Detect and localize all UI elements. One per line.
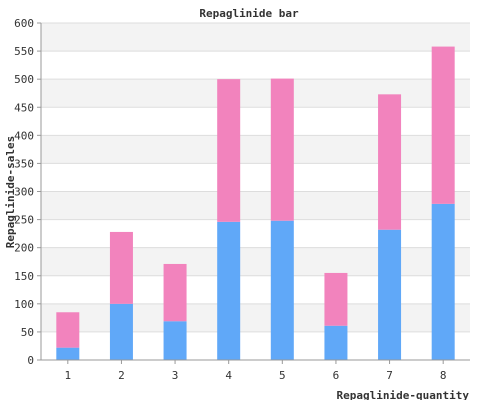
grid-band <box>41 23 470 52</box>
x-tick-label: 3 <box>172 369 179 382</box>
y-axis-label: Repaglinide-sales <box>4 136 17 249</box>
grid-band <box>41 79 470 108</box>
y-tick-label: 600 <box>14 17 34 30</box>
x-tick-labels: 1 2 3 4 5 6 7 8 <box>65 369 447 382</box>
y-tick-label: 350 <box>14 157 34 170</box>
x-tick-label: 6 <box>333 369 340 382</box>
bar-series2-3 <box>163 263 187 322</box>
bar-series1-8 <box>431 203 455 360</box>
y-tick-label: 300 <box>14 186 34 199</box>
bar-series2-1 <box>56 312 80 348</box>
bar-series1-3 <box>163 321 187 360</box>
bar-series2-8 <box>431 46 455 204</box>
y-tick-label: 250 <box>14 214 34 227</box>
bar-series2-5 <box>270 78 294 221</box>
bar-series1-7 <box>378 229 402 360</box>
bar-series1-5 <box>270 220 294 360</box>
x-tick-label: 8 <box>440 369 447 382</box>
y-tick-label: 400 <box>14 129 34 142</box>
y-tick-label: 200 <box>14 242 34 255</box>
axes <box>37 22 470 364</box>
x-axis-label: Repaglinide-quantity <box>337 389 470 400</box>
bar-series1-1 <box>56 347 80 360</box>
y-tick-label: 500 <box>14 73 34 86</box>
bar-series2-6 <box>324 272 348 326</box>
chart-title: Repaglinide bar <box>199 7 299 20</box>
bar-series2-2 <box>109 231 133 304</box>
grid-band <box>41 191 470 220</box>
y-tick-label: 550 <box>14 45 34 58</box>
x-tick-label: 2 <box>118 369 125 382</box>
y-tick-label: 450 <box>14 101 34 114</box>
x-tick-label: 5 <box>279 369 286 382</box>
bar-series1-4 <box>217 221 241 360</box>
bars <box>56 46 455 360</box>
x-tick-label: 1 <box>65 369 72 382</box>
y-tick-label: 0 <box>27 354 34 367</box>
y-tick-label: 50 <box>21 326 34 339</box>
bar-series1-6 <box>324 325 348 360</box>
y-tick-labels: 0 50 100 150 200 250 300 350 400 450 500 550 600 <box>14 17 34 367</box>
y-tick-label: 100 <box>14 298 34 311</box>
grid-band <box>41 247 470 276</box>
x-tick-label: 4 <box>225 369 232 382</box>
grid-band <box>41 303 470 332</box>
grid-band <box>41 135 470 164</box>
bar-series1-2 <box>109 303 133 360</box>
bar-series2-7 <box>378 94 402 230</box>
x-tick-label: 7 <box>386 369 393 382</box>
y-tick-label: 150 <box>14 270 34 283</box>
bar-series2-4 <box>217 79 241 222</box>
plot-background-bands <box>41 23 470 332</box>
